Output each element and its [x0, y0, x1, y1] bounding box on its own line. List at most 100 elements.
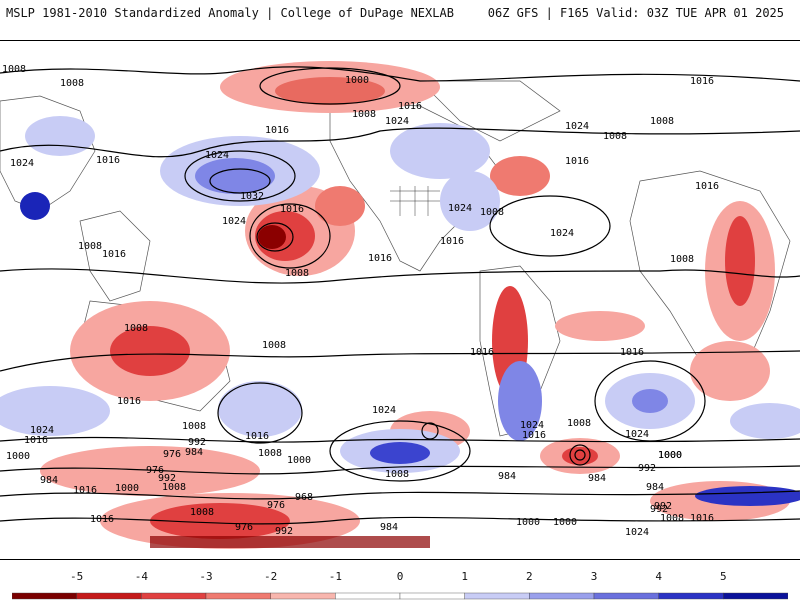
contour-label: 1000 — [658, 450, 682, 461]
contour-label: 992 — [188, 437, 206, 448]
contour-label: 1016 — [245, 431, 269, 442]
contour-label: 1000 — [287, 455, 311, 466]
contour-label: 976 — [163, 449, 181, 460]
contour-label: 992 — [275, 526, 293, 537]
contour-label: 1008 — [650, 116, 674, 127]
colorbar-swatch — [723, 592, 788, 600]
contour-label: 1008 — [285, 268, 309, 279]
isobar-contours — [0, 66, 800, 525]
contour-label: 1024 — [372, 405, 396, 416]
colorbar-swatch — [205, 592, 271, 600]
contour-label: 1016 — [280, 204, 304, 215]
contour-label: 984 — [588, 473, 606, 484]
colorbar-legend: -5 -4 -3 -2 -1 0 1 2 3 4 5 — [0, 566, 800, 600]
contour-label: 1008 — [124, 323, 148, 334]
contour-label: 1024 — [448, 203, 472, 214]
contour-label: 992 — [654, 501, 672, 512]
contour-label: 1016 — [117, 396, 141, 407]
contour-label: 1008 — [670, 254, 694, 265]
contour-label: 1024 — [385, 116, 409, 127]
colorbar-bar — [12, 592, 788, 600]
colorbar-swatch — [658, 592, 724, 600]
contour-label: 984 — [40, 475, 58, 486]
contour-label: 1016 — [690, 76, 714, 87]
colorbar-swatch — [12, 592, 77, 600]
colorbar-tick-label: -1 — [328, 570, 342, 583]
contour-label: 1008 — [182, 421, 206, 432]
colorbar-tick-label: 4 — [655, 570, 662, 583]
colorbar-tick-label: -2 — [264, 570, 278, 583]
colorbar-swatch — [270, 592, 336, 600]
contour-label: 1024 — [565, 121, 589, 132]
colorbar-swatch — [399, 592, 465, 600]
contour-label: 1008 — [162, 482, 186, 493]
contour-label: 1008 — [567, 418, 591, 429]
contour-label: 1008 — [78, 241, 102, 252]
contour-label: 1008 — [603, 131, 627, 142]
colorbar-tick-label: -4 — [134, 570, 148, 583]
colorbar-swatch — [529, 592, 595, 600]
colorbar-swatch — [593, 592, 659, 600]
contour-label: 1024 — [205, 150, 229, 161]
contour-label: 1016 — [24, 435, 48, 446]
contour-label: 1000 — [6, 451, 30, 462]
contour-label: 1016 — [470, 347, 494, 358]
contour-label: 1016 — [90, 514, 114, 525]
contour-label: 984 — [498, 471, 516, 482]
contour-label: 1016 — [265, 125, 289, 136]
contour-label: 1016 — [690, 513, 714, 524]
contour-label: 1008 — [60, 78, 84, 89]
contour-label: 1000 — [115, 483, 139, 494]
contour-label: 984 — [646, 482, 664, 493]
colorbar-tick-label: 5 — [720, 570, 727, 583]
contour-label: 1016 — [695, 181, 719, 192]
contour-label: 968 — [295, 492, 313, 503]
contour-label: 1024 — [520, 420, 544, 431]
map-title: MSLP 1981-2010 Standardized Anomaly | Co… — [6, 6, 454, 20]
contour-label: 1024 — [625, 429, 649, 440]
colorbar-swatch — [141, 592, 207, 600]
contour-label: 1016 — [102, 249, 126, 260]
contour-label: 1000 — [345, 75, 369, 86]
contour-label: 992 — [650, 504, 668, 515]
contour-label: 1024 — [30, 425, 54, 436]
contour-label: 1016 — [620, 347, 644, 358]
contour-label: 1032 — [240, 191, 264, 202]
contour-label: 1016 — [73, 485, 97, 496]
colorbar-tick-label: 0 — [396, 570, 404, 583]
contour-label: 1008 — [190, 507, 214, 518]
contour-labels: 1008 1008 1000 1016 1024 1008 1016 1024 … — [2, 64, 719, 538]
colorbar-tick-label: 3 — [590, 570, 598, 583]
anomaly-map: 1008 1008 1000 1016 1024 1008 1016 1024 … — [0, 40, 800, 560]
contour-label: 1016 — [96, 155, 120, 166]
contour-label: 1024 — [625, 527, 649, 538]
colorbar-tick-label: 1 — [461, 570, 468, 583]
contour-label: 1008 — [262, 340, 286, 351]
contour-label: 1008 — [352, 109, 376, 120]
contour-label: 1016 — [565, 156, 589, 167]
contour-label: 976 — [146, 465, 164, 476]
contour-label: 1016 — [522, 430, 546, 441]
contour-label: 1016 — [368, 253, 392, 264]
colorbar-swatch — [464, 592, 530, 600]
contour-label: 1008 — [385, 469, 409, 480]
header: MSLP 1981-2010 Standardized Anomaly | Co… — [0, 0, 800, 34]
contour-label: 1008 — [2, 64, 26, 75]
colorbar-tick-label: -3 — [199, 570, 213, 583]
colorbar-swatch — [335, 592, 401, 600]
contour-label: 1000 — [516, 517, 540, 528]
contour-label: 976 — [235, 522, 253, 533]
colorbar-swatch — [76, 592, 142, 600]
contour-label: 992 — [158, 473, 176, 484]
contour-label: 984 — [380, 522, 398, 533]
contour-label: 1016 — [398, 101, 422, 112]
contour-label: 1000 — [658, 450, 682, 461]
contour-label: 992 — [638, 463, 656, 474]
contour-label: 1024 — [10, 158, 34, 169]
political-borders — [390, 186, 440, 216]
contour-label: 1000 — [553, 517, 577, 528]
model-run-info: 06Z GFS | F165 Valid: 03Z TUE APR 01 202… — [487, 6, 784, 20]
contour-label: 1016 — [440, 236, 464, 247]
contour-label: 1024 — [222, 216, 246, 227]
contour-label: 1008 — [480, 207, 504, 218]
